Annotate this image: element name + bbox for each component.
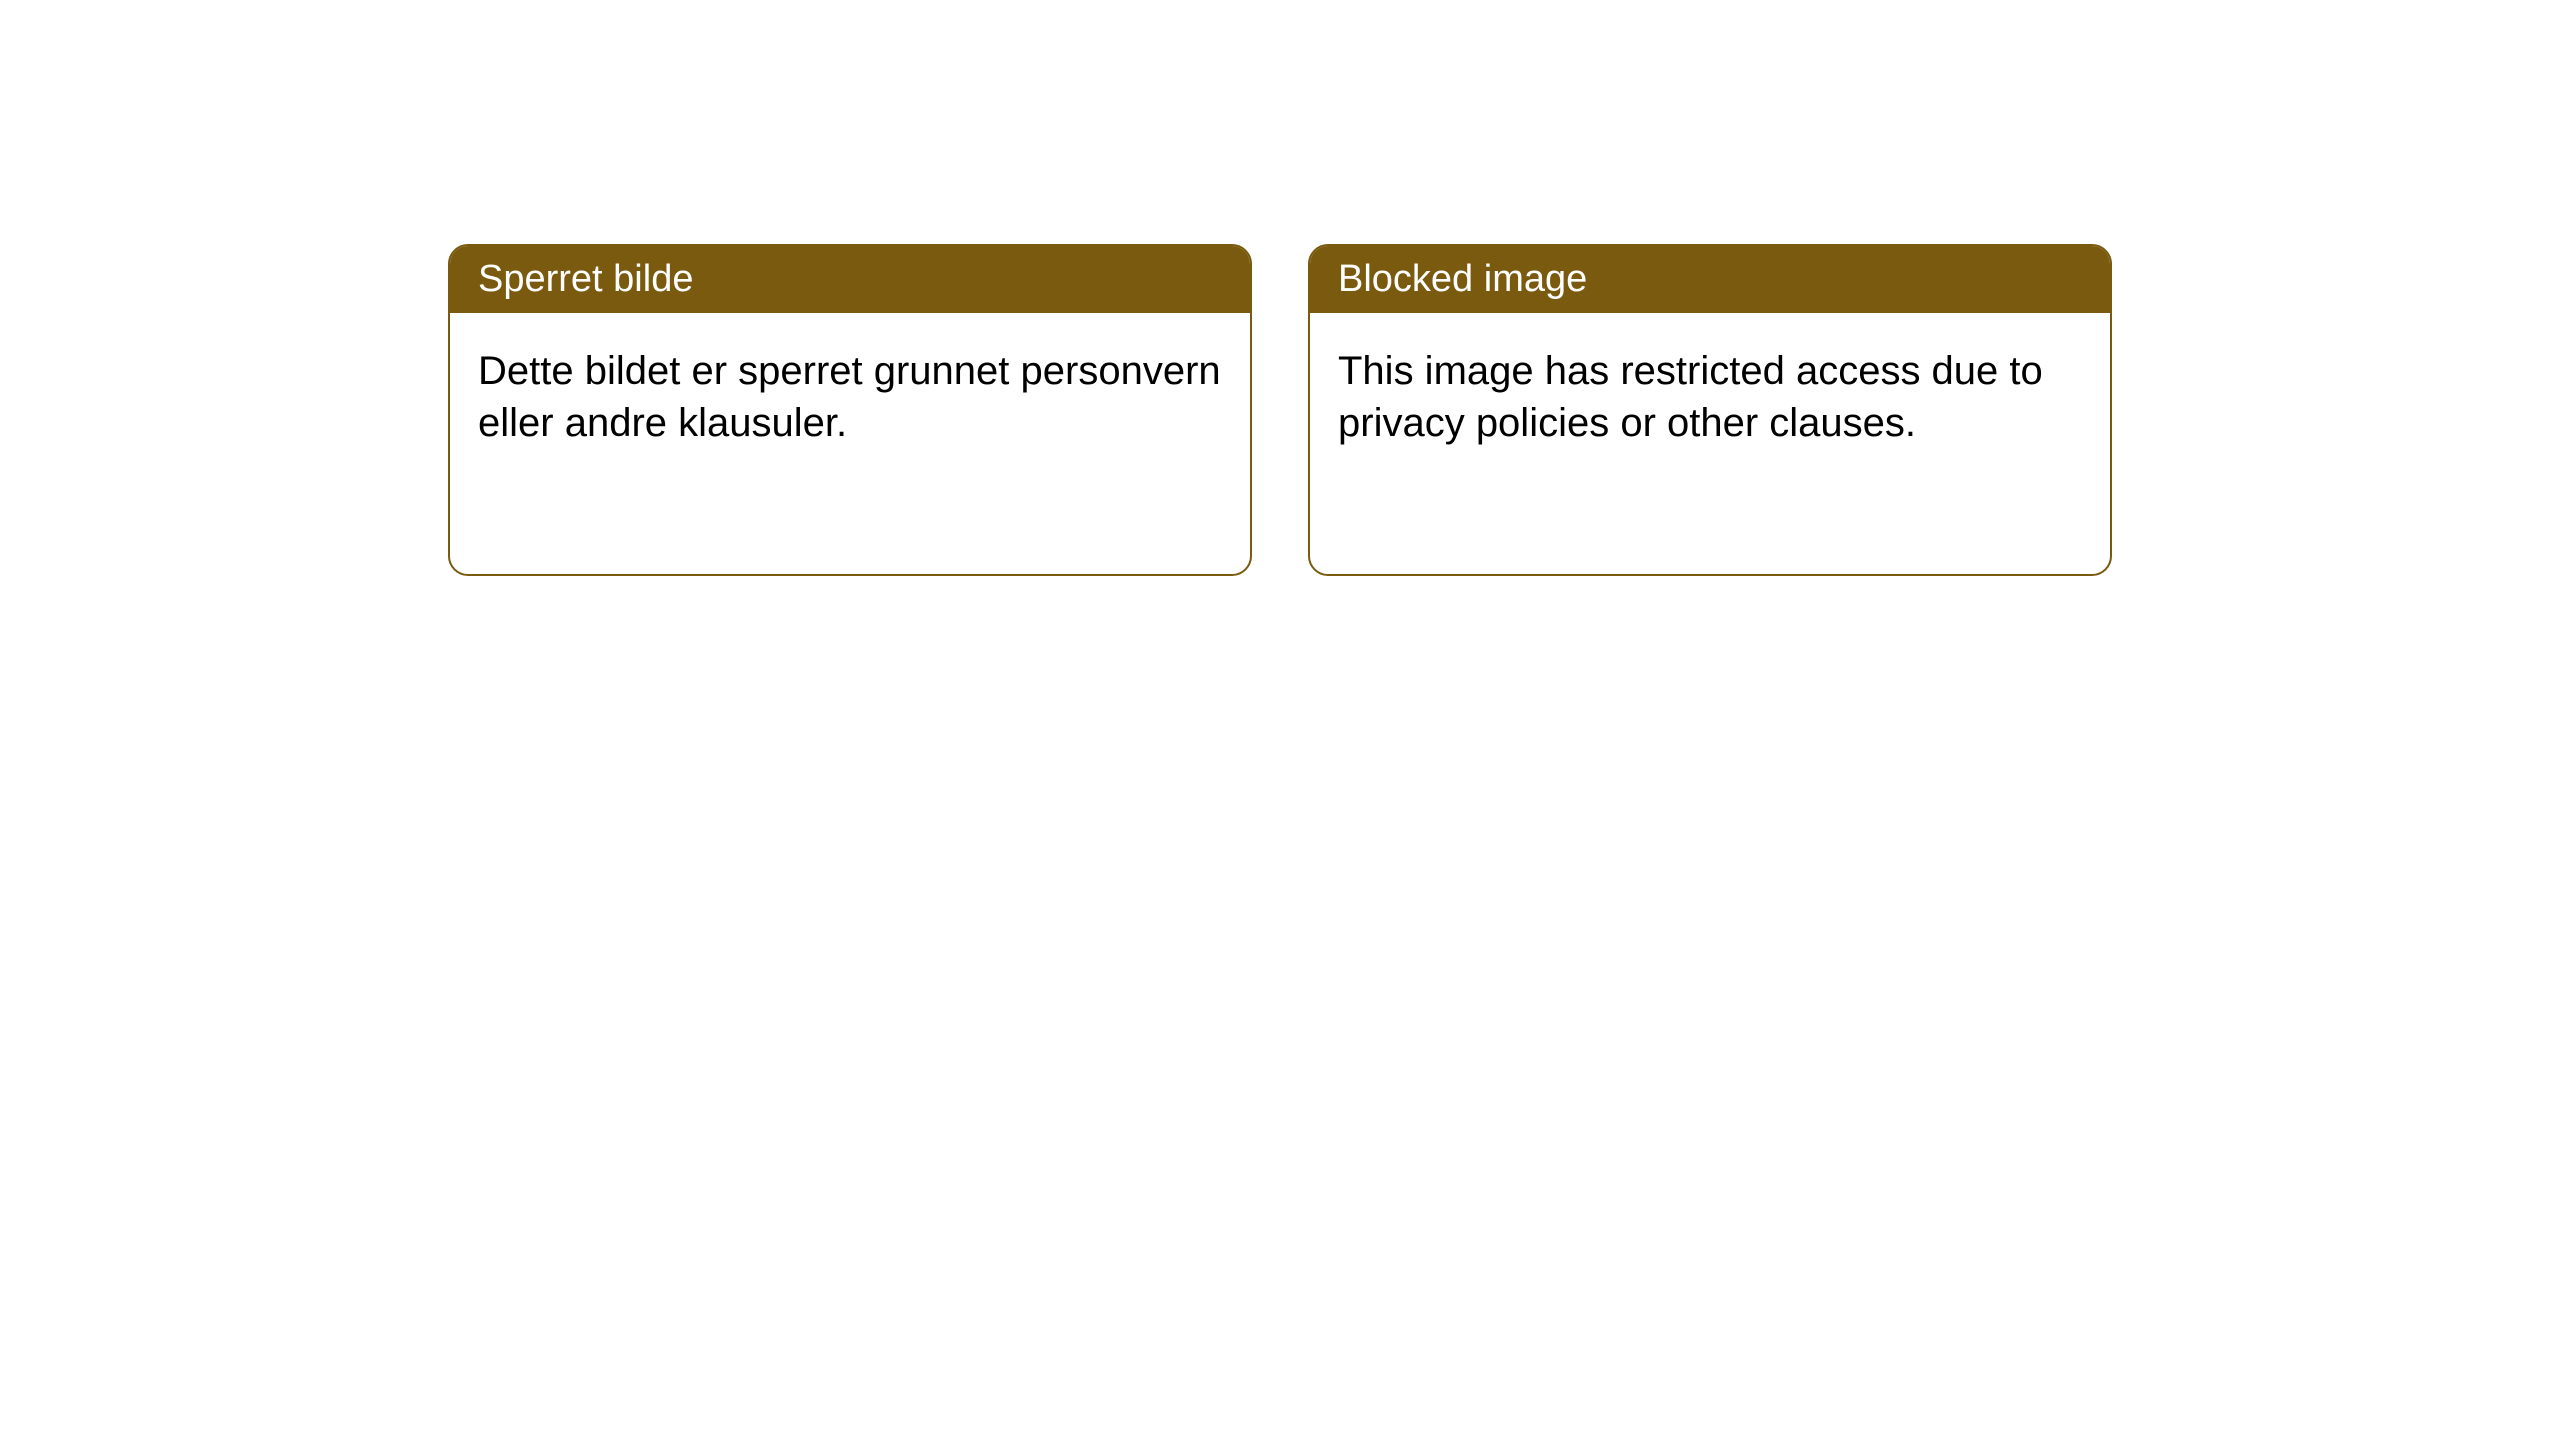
notice-title: Sperret bilde bbox=[478, 258, 693, 300]
notice-header: Blocked image bbox=[1310, 246, 2110, 313]
notice-body-text: Dette bildet er sperret grunnet personve… bbox=[478, 349, 1221, 445]
notice-card-english: Blocked image This image has restricted … bbox=[1308, 244, 2112, 576]
notice-container: Sperret bilde Dette bildet er sperret gr… bbox=[0, 0, 2560, 576]
notice-title: Blocked image bbox=[1338, 258, 1587, 300]
notice-body: This image has restricted access due to … bbox=[1310, 313, 2110, 481]
notice-body-text: This image has restricted access due to … bbox=[1338, 349, 2043, 445]
notice-header: Sperret bilde bbox=[450, 246, 1250, 313]
notice-body: Dette bildet er sperret grunnet personve… bbox=[450, 313, 1250, 481]
notice-card-norwegian: Sperret bilde Dette bildet er sperret gr… bbox=[448, 244, 1252, 576]
